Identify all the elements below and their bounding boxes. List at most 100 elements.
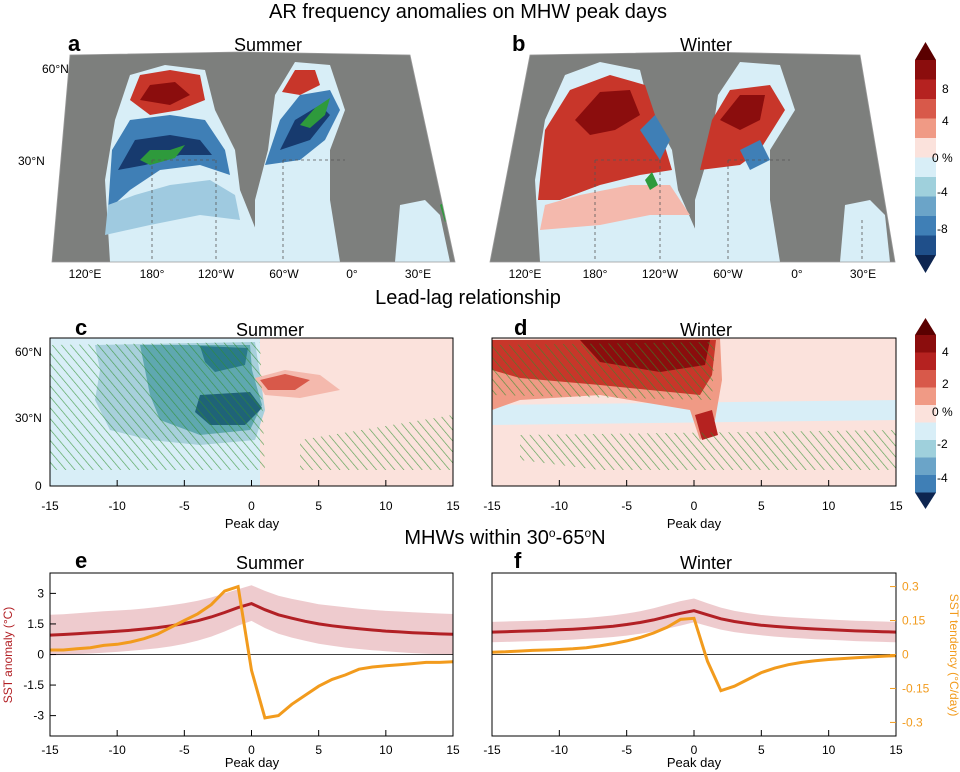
colorbar-top-tick: 4 xyxy=(942,114,949,128)
red-anomaly xyxy=(260,374,310,390)
y-tick-label: -1.5 xyxy=(23,678,44,692)
panel-a-xtick: 30°E xyxy=(405,267,431,281)
panel-b-xtick-labels: 120°E 180° 120°W 60°W 0° 30°E xyxy=(509,267,876,281)
panel-e-ylabel: SST anomaly (°C) xyxy=(1,607,15,704)
panel-e-letter: e xyxy=(75,548,87,573)
colorbar-top-bin xyxy=(915,79,936,99)
colorbar-top-bin xyxy=(915,196,936,216)
hatching xyxy=(300,415,453,470)
pacific-dark-red xyxy=(140,82,190,105)
colorbar-middle-tick: 4 xyxy=(942,345,949,359)
panel-a-gridlines xyxy=(151,159,345,262)
panel-c-letter: c xyxy=(75,315,87,340)
panel-a-xtick: 180° xyxy=(140,267,165,281)
pacific-green xyxy=(645,172,658,190)
panel-b-letter: b xyxy=(512,31,525,56)
panel-f-x-axis: -15 -10 -5 0 5 10 15 xyxy=(483,730,903,757)
colorbar-middle-tick: 0 % xyxy=(932,405,953,419)
colorbar-middle-tick: -2 xyxy=(937,437,948,451)
panel-f-right-y-axis: 0.3 0.15 0 -0.15 -0.3 xyxy=(890,580,930,729)
x-tick-label: 0 xyxy=(248,743,255,757)
colorbar-middle-bin xyxy=(915,387,936,405)
colorbar-top: 8 4 0 % -4 -8 xyxy=(915,42,953,273)
x-tick-label: -5 xyxy=(621,743,632,757)
panel-c: c Summer -15 -10 -5 0 5 10 15 Peak day 60°N 30… xyxy=(15,315,460,531)
panel-e-x-axis: -15 -10 -5 0 5 10 15 xyxy=(41,730,460,757)
x-tick-label: -5 xyxy=(179,743,190,757)
x-tick-label: -15 xyxy=(41,743,59,757)
x-tick-label: -15 xyxy=(483,499,501,513)
colorbar-middle-bin xyxy=(915,370,936,388)
panel-f-letter: f xyxy=(514,548,522,573)
sst-tendency-line xyxy=(491,616,897,693)
panel-d-x-axis: -15 -10 -5 0 5 10 15 xyxy=(483,480,903,513)
panel-c-ytick: 0 xyxy=(35,479,42,493)
row3-title: MHWs within 30o-65oN xyxy=(404,526,605,549)
panel-c-ytick: 60°N xyxy=(15,345,42,359)
sst-anomaly-line xyxy=(491,609,897,634)
colorbar-middle: 4 2 0 % -2 -4 xyxy=(915,318,953,509)
colorbar-top-tick: -4 xyxy=(937,185,948,199)
x-tick-label: 15 xyxy=(446,743,460,757)
colorbar-top-bin xyxy=(915,177,936,197)
panel-c-title: Summer xyxy=(236,320,304,340)
x-tick-label: 15 xyxy=(446,499,460,513)
x-tick-label: 5 xyxy=(315,499,322,513)
right-y-tick-label: 0.15 xyxy=(902,614,926,628)
panel-e-xlabel: Peak day xyxy=(225,755,280,770)
indian-ocean xyxy=(395,200,450,262)
x-tick-label: 15 xyxy=(889,499,903,513)
panel-c-ytick: 30°N xyxy=(15,411,42,425)
panel-b-frame xyxy=(489,51,896,263)
atlantic-red xyxy=(282,70,320,95)
panel-d: d Winter -15 -10 -5 0 5 10 15 Peak day xyxy=(483,315,903,531)
x-tick-label: 10 xyxy=(379,743,393,757)
colorbar-top-bin xyxy=(915,216,936,236)
atlantic-green xyxy=(300,98,330,128)
colorbar-middle-bin xyxy=(915,405,936,423)
panel-a-letter: a xyxy=(68,31,81,56)
colorbar-middle-bin xyxy=(915,457,936,475)
panel-a-ytick: 30°N xyxy=(18,154,45,168)
right-y-tick-label: 0.3 xyxy=(902,580,919,594)
colorbar-middle-tick: -4 xyxy=(937,471,948,485)
x-tick-label: 0 xyxy=(248,499,255,513)
colorbar-top-bin xyxy=(915,235,936,255)
panel-a-title: Summer xyxy=(234,35,302,55)
panel-e-y-axis: 3 1.5 0 -1.5 -3 xyxy=(23,586,56,723)
panel-a-frame xyxy=(51,51,456,263)
y-tick-label: 0 xyxy=(37,648,44,662)
panel-b-xtick: 120°W xyxy=(642,267,679,281)
x-tick-label: -5 xyxy=(621,499,632,513)
panel-d-letter: d xyxy=(514,315,527,340)
pacific-light-blue xyxy=(105,180,240,235)
colorbar-top-min-arrow xyxy=(915,255,936,273)
right-y-tick-label: -0.15 xyxy=(902,681,930,695)
pacific-dark-red xyxy=(575,90,640,135)
panel-d-title: Winter xyxy=(680,320,732,340)
x-tick-label: -10 xyxy=(108,499,126,513)
colorbar-middle-bin xyxy=(915,352,936,370)
x-tick-label: -10 xyxy=(551,499,569,513)
colorbar-middle-bin xyxy=(915,422,936,440)
panel-c-x-axis: -15 -10 -5 0 5 10 15 xyxy=(41,480,460,513)
row2-title: Lead-lag relationship xyxy=(375,287,561,309)
panel-a-xtick-labels: 120°E 180° 120°W 60°W 0° 30°E xyxy=(69,267,431,281)
colorbar-top-tick: 8 xyxy=(942,82,949,96)
pacific-green xyxy=(140,145,185,165)
panel-b-xtick: 30°E xyxy=(850,267,876,281)
x-tick-label: 0 xyxy=(691,499,698,513)
x-tick-label: 5 xyxy=(758,499,765,513)
pacific-blue-band xyxy=(108,115,230,210)
x-tick-label: 5 xyxy=(758,743,765,757)
panel-b: b Winter 120°E xyxy=(489,31,896,281)
panel-e: e Summer -15 -10 -5 0 5 10 15 3 1.5 0 -1.5 -3 Peak… xyxy=(1,548,460,770)
y-tick-label: -3 xyxy=(33,709,44,723)
x-tick-label: -10 xyxy=(108,743,126,757)
colorbar-top-bin xyxy=(915,60,936,80)
right-y-tick-label: -0.3 xyxy=(902,715,923,729)
pacific-blue-patch xyxy=(640,115,670,160)
y-tick-label: 3 xyxy=(37,586,44,600)
panel-f-right-ylabel: SST tendency (°C/day) xyxy=(947,594,960,717)
